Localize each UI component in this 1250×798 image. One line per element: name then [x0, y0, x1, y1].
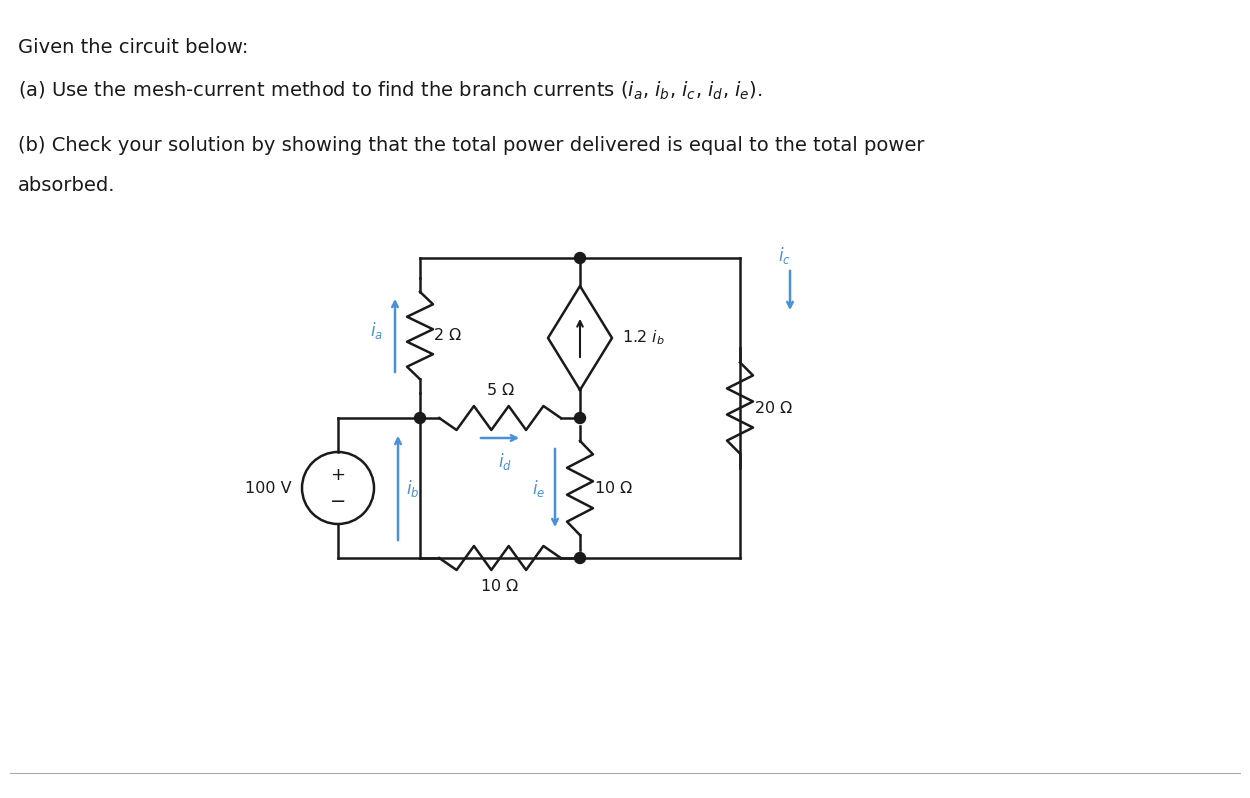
Text: +: + [330, 466, 345, 484]
Text: 1.2 $\mathit{i_b}$: 1.2 $\mathit{i_b}$ [622, 329, 665, 347]
Text: Given the circuit below:: Given the circuit below: [18, 38, 249, 57]
Text: 2 $\Omega$: 2 $\Omega$ [432, 327, 462, 343]
Text: $\mathit{i_e}$: $\mathit{i_e}$ [531, 477, 545, 499]
Circle shape [575, 413, 585, 424]
Text: 10 $\Omega$: 10 $\Omega$ [480, 578, 520, 594]
Text: absorbed.: absorbed. [18, 176, 115, 195]
Text: $\mathit{i_d}$: $\mathit{i_d}$ [498, 451, 512, 472]
Text: (b) Check your solution by showing that the total power delivered is equal to th: (b) Check your solution by showing that … [18, 136, 925, 155]
Text: $\mathit{i_a}$: $\mathit{i_a}$ [370, 320, 382, 341]
Circle shape [575, 552, 585, 563]
Text: 10 $\Omega$: 10 $\Omega$ [594, 480, 632, 496]
Text: $\mathit{i_b}$: $\mathit{i_b}$ [406, 477, 420, 499]
Text: 20 $\Omega$: 20 $\Omega$ [754, 400, 792, 416]
Text: 100 V: 100 V [245, 480, 292, 496]
Text: 5 $\Omega$: 5 $\Omega$ [485, 382, 515, 398]
Text: $\mathit{i_c}$: $\mathit{i_c}$ [778, 245, 791, 266]
Circle shape [575, 252, 585, 263]
Text: (a) Use the mesh-current method to find the branch currents ($\mathit{i_a}$, $\m: (a) Use the mesh-current method to find … [18, 80, 762, 102]
Text: −: − [330, 492, 346, 511]
Circle shape [415, 413, 425, 424]
